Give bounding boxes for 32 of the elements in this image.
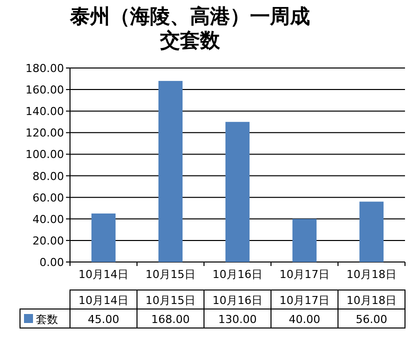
text: 168.00 [151, 313, 190, 326]
x-tick-label: 10月14日 [78, 268, 128, 281]
y-tick-label: 20.00 [32, 234, 64, 248]
y-tick-label: 60.00 [32, 191, 64, 204]
bar [91, 214, 116, 262]
text: 130.00 [218, 313, 257, 326]
bar [292, 218, 317, 262]
y-tick-label: 0.00 [40, 256, 64, 269]
text: 56.00 [356, 313, 388, 326]
chart-title: 泰州（海陵、高港）一周成交套数 [68, 4, 311, 52]
y-tick-label: 40.00 [32, 212, 64, 226]
x-tick-label: 10月18日 [346, 268, 396, 281]
bar [359, 202, 384, 262]
x-tick-label: 10月17日 [280, 268, 330, 281]
y-tick-label: 180.00 [26, 62, 64, 75]
bar [225, 122, 250, 262]
category-label: 10月18日 [346, 294, 396, 307]
text: 45.00 [88, 313, 120, 326]
category-label: 10月15日 [146, 294, 196, 307]
text: 40.00 [288, 313, 320, 326]
bar [158, 80, 183, 262]
legend-label: 套数 [36, 313, 58, 326]
x-tick-label: 10月15日 [146, 268, 196, 281]
y-tick-label: 100.00 [26, 148, 64, 162]
y-tick-label: 140.00 [26, 105, 64, 118]
y-tick-label: 120.00 [26, 126, 64, 140]
category-label: 10月16日 [212, 294, 262, 307]
y-tick-label: 160.00 [26, 84, 64, 97]
category-label: 10月17日 [280, 294, 330, 307]
x-tick-label: 10月16日 [212, 268, 262, 281]
category-label: 10月14日 [78, 294, 128, 307]
y-tick-label: 80.00 [32, 170, 64, 183]
